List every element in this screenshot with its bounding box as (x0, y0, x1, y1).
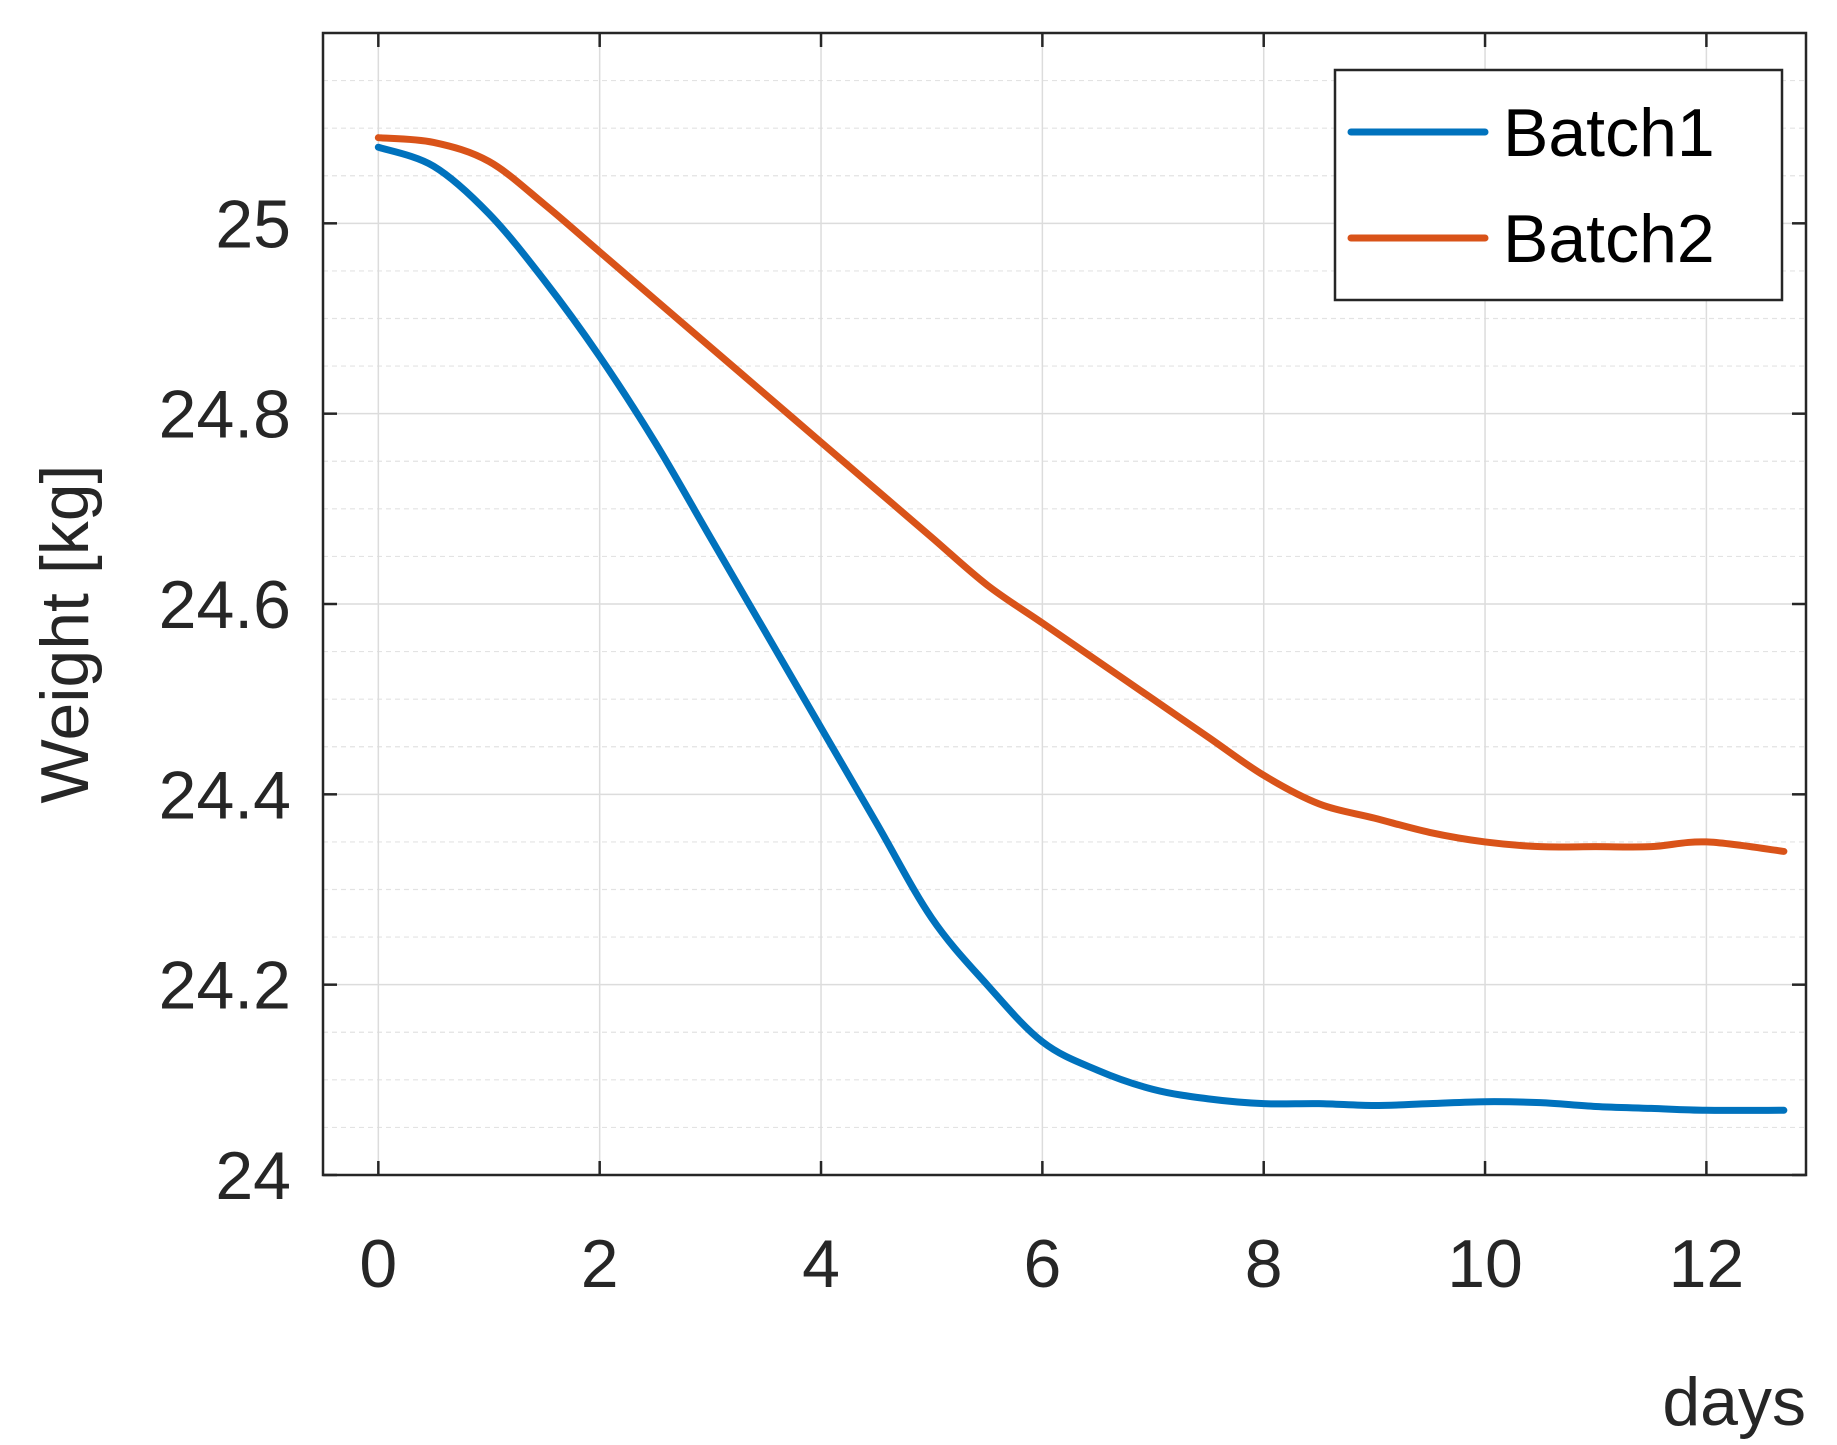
x-tick-label: 10 (1447, 1226, 1523, 1302)
y-tick-label: 24 (215, 1138, 291, 1214)
y-tick-label: 24.6 (159, 567, 291, 643)
series-lines (374, 134, 1788, 1114)
legend-box (1333, 68, 1784, 302)
x-tick-labels: 0 2 4 6 8 10 12 (359, 1226, 1744, 1302)
y-axis-label: Weight [kg] (27, 465, 103, 804)
x-tick-label: 6 (1023, 1226, 1061, 1302)
x-tick-label: 0 (359, 1226, 397, 1302)
y-tick-label: 24.2 (159, 948, 291, 1024)
legend: Batch1 Batch2 (1333, 68, 1784, 302)
y-tick-labels: 24 24.2 24.4 24.6 24.8 25 (159, 186, 291, 1214)
series-line-batch1 (374, 143, 1788, 1114)
x-tick-label: 4 (802, 1226, 840, 1302)
y-tick-label: 24.8 (159, 377, 291, 453)
legend-label-batch1: Batch1 (1503, 95, 1715, 171)
x-tick-label: 2 (581, 1226, 619, 1302)
legend-label-batch2: Batch2 (1503, 201, 1715, 277)
y-tick-label: 25 (215, 186, 291, 262)
x-tick-label: 8 (1245, 1226, 1283, 1302)
x-tick-label: 12 (1669, 1226, 1745, 1302)
series-line-batch2 (374, 134, 1788, 855)
x-axis-label: days (1662, 1364, 1806, 1440)
y-tick-label: 24.4 (159, 757, 291, 833)
grid (323, 32, 1806, 1176)
axis-ticks (323, 33, 1806, 1177)
